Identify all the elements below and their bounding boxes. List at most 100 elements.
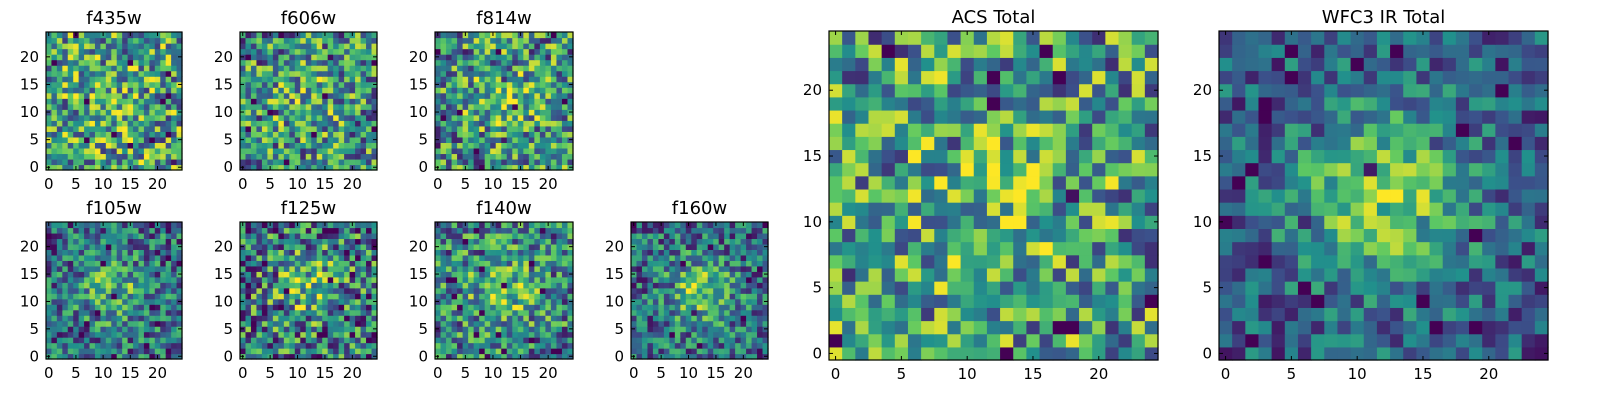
heatmap-cell bbox=[322, 232, 329, 240]
heatmap-cell bbox=[160, 227, 167, 234]
heatmap-cell bbox=[473, 54, 480, 61]
heatmap-cell bbox=[1065, 294, 1080, 308]
heatmap-cell bbox=[245, 342, 252, 349]
heatmap-cell bbox=[457, 337, 464, 344]
heatmap-cell bbox=[322, 120, 329, 127]
heatmap-cell bbox=[256, 158, 263, 166]
heatmap-cell bbox=[160, 120, 167, 127]
heatmap-cell bbox=[360, 136, 367, 143]
heatmap-cell bbox=[707, 309, 714, 316]
heatmap-cell bbox=[100, 249, 107, 256]
heatmap-cell bbox=[523, 43, 530, 50]
heatmap-cell bbox=[327, 158, 334, 166]
heatmap-cell bbox=[1131, 241, 1146, 256]
heatmap-cell bbox=[300, 337, 307, 344]
heatmap-cell bbox=[685, 276, 692, 283]
heatmap-cell bbox=[89, 48, 96, 55]
heatmap-cell bbox=[501, 70, 508, 77]
heatmap-cell bbox=[539, 37, 546, 44]
heatmap-cell bbox=[457, 81, 464, 88]
heatmap-cell bbox=[506, 70, 513, 77]
heatmap-cell bbox=[451, 103, 458, 110]
heatmap-cell bbox=[1092, 175, 1106, 190]
heatmap-cell bbox=[78, 87, 85, 94]
heatmap-cell bbox=[171, 70, 178, 77]
heatmap-cell bbox=[696, 238, 703, 245]
heatmap-cell bbox=[143, 342, 150, 349]
heatmap-cell bbox=[133, 59, 140, 66]
heatmap-cell bbox=[250, 164, 258, 171]
heatmap-cell bbox=[1131, 162, 1146, 177]
heatmap-cell bbox=[289, 298, 296, 305]
heatmap-cell bbox=[457, 309, 464, 316]
heatmap-cell bbox=[1065, 346, 1080, 361]
heatmap-cell bbox=[256, 348, 263, 355]
heatmap-cell bbox=[550, 232, 558, 240]
heatmap-cell bbox=[127, 76, 134, 83]
heatmap-cell bbox=[349, 348, 356, 355]
heatmap-cell bbox=[663, 353, 670, 360]
heatmap-cell bbox=[663, 260, 670, 267]
heatmap-cell bbox=[338, 282, 345, 289]
heatmap-cell bbox=[338, 260, 345, 267]
heatmap-cell bbox=[176, 87, 183, 94]
heatmap-cell bbox=[366, 37, 373, 44]
heatmap-cell bbox=[316, 260, 323, 267]
heatmap-cell bbox=[366, 276, 373, 283]
heatmap-cell bbox=[517, 293, 524, 300]
heatmap-cell bbox=[1105, 202, 1120, 216]
heatmap-cell bbox=[457, 232, 464, 240]
heatmap-cell bbox=[907, 294, 922, 308]
heatmap-cell bbox=[46, 304, 53, 311]
heatmap-cell bbox=[78, 103, 85, 110]
heatmap-cell bbox=[669, 232, 676, 240]
heatmap-cell bbox=[289, 103, 296, 110]
heatmap-cell bbox=[947, 175, 962, 190]
heatmap-cell bbox=[51, 87, 58, 94]
heatmap-cell bbox=[176, 114, 183, 121]
heatmap-cell bbox=[51, 103, 58, 110]
heatmap-cell bbox=[685, 227, 692, 234]
heatmap-cell bbox=[171, 238, 178, 245]
heatmap-cell bbox=[116, 298, 123, 305]
heatmap-cell bbox=[512, 147, 519, 155]
heatmap-cell bbox=[322, 238, 329, 245]
heatmap-cell bbox=[256, 315, 263, 322]
heatmap-cell bbox=[702, 342, 709, 349]
heatmap-cell bbox=[501, 87, 508, 94]
heatmap-cell bbox=[746, 227, 753, 234]
y-tick-label: 20 bbox=[20, 238, 39, 256]
heatmap-cell bbox=[479, 342, 486, 349]
heatmap-cell bbox=[479, 293, 486, 300]
heatmap-cell bbox=[658, 298, 665, 305]
heatmap-cell bbox=[539, 249, 546, 256]
heatmap-cell bbox=[176, 238, 183, 245]
heatmap-cell bbox=[528, 260, 535, 267]
heatmap-cell bbox=[122, 114, 129, 121]
heatmap-cell bbox=[289, 109, 296, 116]
heatmap-cell bbox=[468, 98, 475, 105]
heatmap-cell bbox=[94, 98, 101, 105]
heatmap-cell bbox=[272, 32, 279, 39]
heatmap-cell bbox=[311, 353, 318, 360]
heatmap-cell bbox=[256, 98, 263, 105]
heatmap-cell bbox=[78, 92, 85, 99]
heatmap-cell bbox=[176, 342, 183, 349]
heatmap-cell bbox=[696, 293, 703, 300]
heatmap-cell bbox=[338, 348, 345, 355]
heatmap-cell bbox=[479, 304, 486, 311]
heatmap-cell bbox=[67, 147, 74, 155]
heatmap-cell bbox=[261, 222, 268, 229]
heatmap-cell bbox=[62, 103, 69, 110]
heatmap-cell bbox=[56, 114, 63, 121]
heatmap-cell bbox=[105, 59, 112, 66]
heatmap-cell bbox=[149, 353, 156, 360]
heatmap-cell bbox=[457, 48, 464, 55]
heatmap-cell bbox=[1013, 228, 1027, 243]
heatmap-cell bbox=[154, 243, 161, 250]
heatmap-cell bbox=[534, 43, 541, 50]
heatmap-cell bbox=[94, 243, 101, 250]
heatmap-cell bbox=[696, 260, 703, 267]
heatmap-cell bbox=[713, 309, 720, 316]
heatmap-cell bbox=[133, 249, 140, 256]
